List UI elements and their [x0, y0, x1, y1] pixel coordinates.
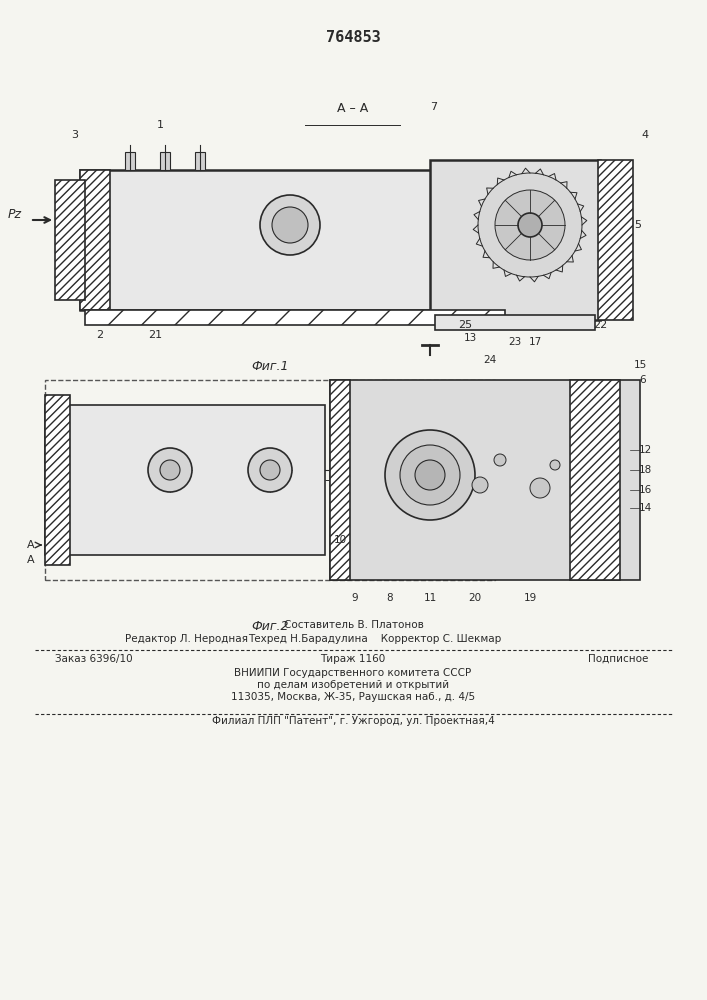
Bar [45, 405, 325, 555]
Bar [430, 160, 600, 320]
Text: 2: 2 [96, 330, 103, 340]
Text: Фиг.1: Фиг.1 [251, 360, 288, 373]
Text: 7: 7 [430, 102, 437, 112]
Text: 6: 6 [640, 375, 646, 385]
Text: 15: 15 [633, 360, 647, 370]
Text: 9: 9 [351, 593, 358, 603]
Text: 25: 25 [458, 320, 472, 330]
Text: 24: 24 [484, 355, 496, 365]
Circle shape [472, 477, 488, 493]
Circle shape [385, 430, 475, 520]
Text: Фиг.2: Фиг.2 [251, 620, 288, 633]
Text: Составитель В. Платонов: Составитель В. Платонов [284, 620, 424, 630]
Text: 18: 18 [638, 465, 652, 475]
Text: Техред Н.Барадулина    Корректор С. Шекмар: Техред Н.Барадулина Корректор С. Шекмар [248, 634, 501, 644]
Text: А – А: А – А [337, 102, 368, 115]
Circle shape [478, 173, 582, 277]
Bar [125, 152, 135, 170]
Text: 23: 23 [508, 337, 522, 347]
Text: 113035, Москва, Ж-35, Раушская наб., д. 4/5: 113035, Москва, Ж-35, Раушская наб., д. … [231, 692, 475, 702]
Circle shape [415, 460, 445, 490]
Bar [330, 380, 640, 580]
Text: 764853: 764853 [326, 30, 380, 45]
Text: Филиал ПЛП "Патент", г. Ужгород, ул. Проектная,4: Филиал ПЛП "Патент", г. Ужгород, ул. Про… [211, 716, 494, 726]
Text: ВНИИПИ Государственного комитета СССР: ВНИИПИ Государственного комитета СССР [235, 668, 472, 678]
Circle shape [260, 460, 280, 480]
Text: по делам изобретений и открытий: по делам изобретений и открытий [257, 680, 449, 690]
Text: 19: 19 [523, 593, 537, 603]
Bar [330, 380, 350, 580]
Circle shape [248, 448, 292, 492]
Text: 20: 20 [469, 593, 481, 603]
Circle shape [148, 448, 192, 492]
Text: 12: 12 [638, 445, 652, 455]
Text: 10: 10 [334, 535, 346, 545]
Bar [435, 315, 595, 330]
Bar [160, 152, 170, 170]
Circle shape [272, 207, 308, 243]
Text: А: А [28, 555, 35, 565]
Text: 5: 5 [634, 220, 641, 230]
Text: 4: 4 [641, 130, 648, 140]
Text: 3: 3 [71, 130, 78, 140]
Bar [598, 160, 633, 320]
Text: 17: 17 [528, 337, 542, 347]
Bar [45, 395, 70, 565]
Circle shape [530, 478, 550, 498]
Text: 22: 22 [593, 320, 607, 330]
Text: 1: 1 [156, 120, 163, 130]
Circle shape [260, 195, 320, 255]
Text: Тираж 1160: Тираж 1160 [320, 654, 385, 664]
Circle shape [518, 213, 542, 237]
Text: 21: 21 [148, 330, 162, 340]
Bar [195, 152, 205, 170]
Text: 11: 11 [423, 593, 437, 603]
Text: Подписное: Подписное [588, 654, 648, 664]
Text: Pz: Pz [8, 209, 22, 222]
Circle shape [494, 454, 506, 466]
Circle shape [550, 460, 560, 470]
Bar [80, 170, 110, 310]
Circle shape [160, 460, 180, 480]
Text: А: А [28, 540, 35, 550]
Bar [80, 170, 510, 310]
Text: Редактор Л. Неродная: Редактор Л. Неродная [125, 634, 248, 644]
Circle shape [495, 190, 565, 260]
Bar [55, 180, 85, 300]
Bar [45, 380, 495, 580]
Text: 16: 16 [638, 485, 652, 495]
Text: 8: 8 [387, 593, 393, 603]
Text: 14: 14 [638, 503, 652, 513]
Bar [85, 310, 505, 325]
Text: 13: 13 [463, 333, 477, 343]
Bar [570, 380, 620, 580]
Circle shape [400, 445, 460, 505]
Text: Заказ 6396/10: Заказ 6396/10 [55, 654, 133, 664]
